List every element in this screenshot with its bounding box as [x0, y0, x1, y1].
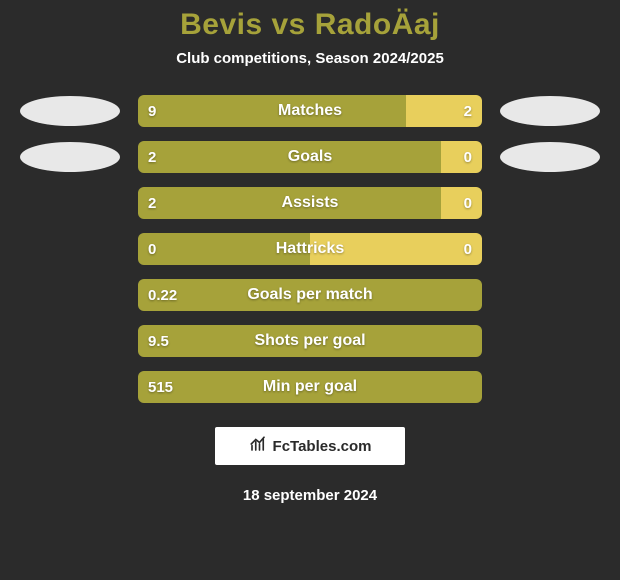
player-avatar-right	[500, 96, 600, 126]
stat-row: 0.22Goals per match	[0, 279, 620, 311]
page-title: Bevis vs RadoÄaj	[0, 8, 620, 42]
stat-bar: 515Min per goal	[138, 371, 482, 403]
player-avatar-left	[20, 96, 120, 126]
stat-bar: 2Goals0	[138, 141, 482, 173]
stat-row: 515Min per goal	[0, 371, 620, 403]
player-avatar-left	[20, 142, 120, 172]
stat-bar-left-fill	[138, 187, 441, 219]
stat-row: 0Hattricks0	[0, 233, 620, 265]
stat-row: 9.5Shots per goal	[0, 325, 620, 357]
stat-bar: 0.22Goals per match	[138, 279, 482, 311]
stat-bar-right-fill	[406, 95, 482, 127]
subtitle: Club competitions, Season 2024/2025	[0, 50, 620, 67]
stats-list: 9Matches2 2Goals0 2Assists0 0Hattricks0 0.22…	[0, 95, 620, 403]
stat-bar-left-fill	[138, 233, 310, 265]
attribution-text: FcTables.com	[273, 438, 372, 455]
stat-bar-left-fill	[138, 371, 482, 403]
stat-bar: 2Assists0	[138, 187, 482, 219]
stat-bar-right-fill	[310, 233, 482, 265]
stat-bar-left-fill	[138, 141, 441, 173]
stat-bar-right-fill	[441, 141, 482, 173]
player-avatar-right	[500, 142, 600, 172]
date-label: 18 september 2024	[0, 487, 620, 504]
stat-bar-right-fill	[441, 187, 482, 219]
stat-bar-left-fill	[138, 325, 482, 357]
stat-row: 9Matches2	[0, 95, 620, 127]
chart-icon	[249, 435, 267, 457]
stat-bar-left-fill	[138, 95, 406, 127]
stat-row: 2Goals0	[0, 141, 620, 173]
attribution-badge[interactable]: FcTables.com	[215, 427, 405, 465]
stat-row: 2Assists0	[0, 187, 620, 219]
stat-bar: 0Hattricks0	[138, 233, 482, 265]
comparison-card: Bevis vs RadoÄaj Club competitions, Seas…	[0, 0, 620, 580]
stat-bar: 9.5Shots per goal	[138, 325, 482, 357]
stat-bar: 9Matches2	[138, 95, 482, 127]
stat-bar-left-fill	[138, 279, 482, 311]
